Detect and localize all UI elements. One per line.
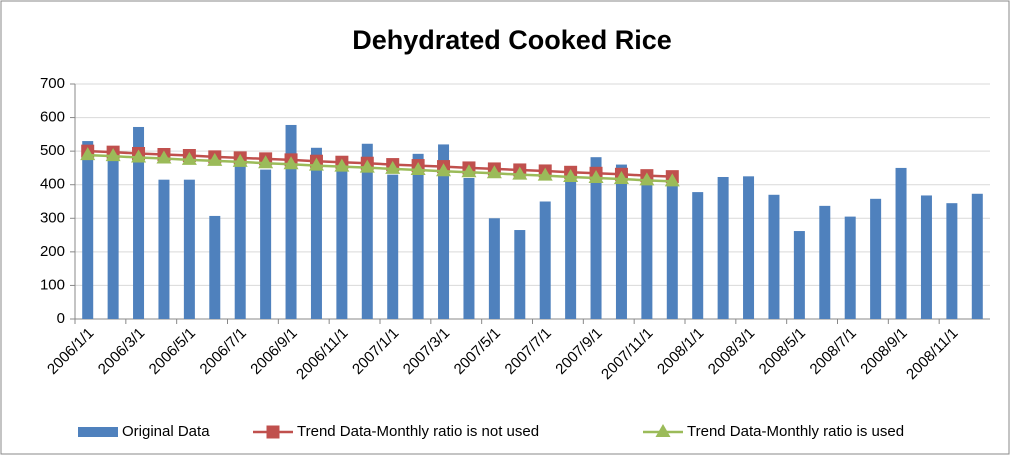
legend-label: Original Data (122, 423, 210, 440)
bar (743, 176, 755, 319)
marker (105, 148, 121, 162)
bar (412, 153, 424, 319)
bar (539, 201, 551, 319)
legend-marker (266, 425, 280, 439)
bar (946, 203, 958, 319)
bar (895, 167, 907, 319)
marker (461, 164, 477, 178)
marker (131, 149, 147, 163)
bar (209, 215, 221, 319)
bar (692, 192, 704, 319)
marker (385, 160, 401, 174)
marker (563, 168, 579, 182)
legend-label: Trend Data-Monthly ratio is used (687, 423, 904, 440)
bar (336, 171, 348, 319)
bar (565, 181, 577, 319)
bar (971, 193, 983, 319)
bar (641, 178, 653, 319)
y-tick-label: 0 (57, 310, 65, 327)
marker (80, 147, 96, 161)
y-tick-label: 700 (40, 75, 65, 92)
marker (283, 156, 299, 170)
bar (260, 169, 272, 319)
marker (436, 163, 452, 177)
y-tick-label: 200 (40, 243, 65, 260)
bar (870, 198, 882, 319)
marker (156, 150, 172, 164)
y-tick-label: 500 (40, 142, 65, 159)
marker (537, 167, 553, 181)
bar (793, 231, 805, 319)
y-tick-label: 300 (40, 209, 65, 226)
bar (387, 174, 399, 319)
y-tick-label: 400 (40, 176, 65, 193)
legend-swatch (78, 427, 118, 437)
bar (158, 179, 170, 319)
y-tick-label: 600 (40, 109, 65, 126)
bar (590, 157, 602, 319)
marker (258, 155, 274, 169)
marker (588, 170, 604, 183)
bar (234, 162, 246, 319)
bar (82, 141, 94, 319)
marker (410, 161, 426, 175)
marker (181, 151, 197, 165)
marker (232, 153, 248, 167)
marker (639, 172, 655, 186)
bar (768, 194, 780, 319)
bar (107, 154, 119, 319)
bar (615, 164, 627, 319)
legend-label: Trend Data-Monthly ratio is not used (297, 423, 539, 440)
marker (308, 157, 324, 171)
bar (183, 179, 195, 319)
bar (717, 176, 729, 319)
bar (285, 124, 297, 319)
bar (133, 126, 145, 319)
marker (486, 165, 502, 179)
legend-marker (655, 424, 671, 437)
marker (664, 173, 680, 187)
bar (438, 144, 450, 319)
y-tick-label: 100 (40, 276, 65, 293)
bar (488, 218, 500, 319)
bar (361, 143, 373, 319)
bar (666, 181, 678, 319)
marker (613, 171, 629, 185)
bar (819, 205, 831, 319)
bar (310, 147, 322, 319)
bar (844, 216, 856, 319)
bar (514, 230, 526, 319)
marker (207, 152, 223, 166)
marker (334, 158, 350, 172)
marker (512, 166, 528, 180)
bar (920, 195, 932, 319)
bar (463, 178, 475, 319)
marker (359, 159, 375, 173)
chart-title: Dehydrated Cooked Rice (352, 25, 672, 55)
